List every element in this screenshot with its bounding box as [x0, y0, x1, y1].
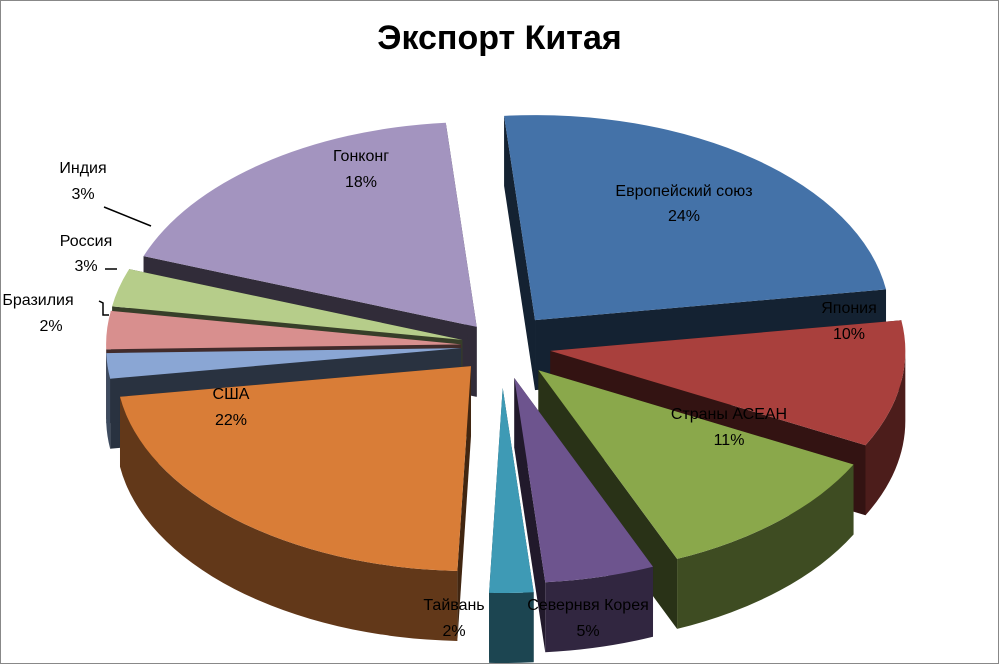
slice-wall-3-1 — [514, 378, 546, 653]
leader-line-6 — [98, 300, 109, 316]
slice-value-label: 18% — [345, 174, 377, 191]
slice-value-label: 5% — [576, 623, 599, 640]
slice-name-label: Япония — [821, 300, 877, 317]
slice-name-label: Бразилия — [2, 292, 73, 309]
slice-name-label: Страны АСЕАН — [671, 406, 787, 423]
slice-top-7 — [106, 310, 462, 350]
slice-value-label: 22% — [215, 412, 247, 429]
slice-side-4-0 — [489, 592, 534, 663]
slice-top-8 — [112, 269, 463, 340]
slice-value-label: 3% — [74, 258, 97, 275]
slice-value-label: 2% — [442, 623, 465, 640]
slice-top-0 — [504, 115, 887, 321]
slice-name-label: Европейский союз — [615, 183, 752, 200]
slice-name-label: Севернвя Корея — [527, 597, 649, 614]
slice-top-4 — [489, 387, 534, 593]
slice-side-6-0 — [106, 353, 111, 449]
slice-top-6 — [106, 348, 462, 379]
slice-name-label: Гонконг — [333, 148, 389, 165]
pie-slice-3 — [514, 378, 654, 653]
slice-name-label: Россия — [60, 233, 112, 250]
pie-slice-5 — [119, 366, 472, 641]
leader-line-8 — [103, 206, 152, 227]
slice-name-label: Тайвань — [423, 597, 484, 614]
slice-top-1 — [550, 320, 906, 446]
pie-slice-4 — [489, 387, 534, 663]
slice-top-9 — [143, 122, 477, 327]
chart-title: Экспорт Китая — [377, 19, 622, 57]
slice-side-1-0 — [865, 350, 906, 516]
slice-name-label: США — [213, 386, 250, 403]
slice-value-label: 2% — [39, 318, 62, 335]
slice-value-label: 24% — [668, 208, 700, 225]
slice-top-5 — [119, 366, 472, 571]
slice-side-3-0 — [545, 566, 654, 653]
slice-top-3 — [514, 378, 654, 583]
slice-wall-0-0 — [504, 115, 536, 391]
slice-value-label: 3% — [71, 186, 94, 203]
slice-value-label: 11% — [714, 432, 745, 449]
slice-name-label: Индия — [59, 160, 106, 177]
slice-side-5-0 — [119, 396, 458, 641]
slice-top-2 — [538, 370, 854, 559]
slice-value-label: 10% — [833, 326, 865, 343]
slice-side-2-0 — [677, 464, 854, 629]
